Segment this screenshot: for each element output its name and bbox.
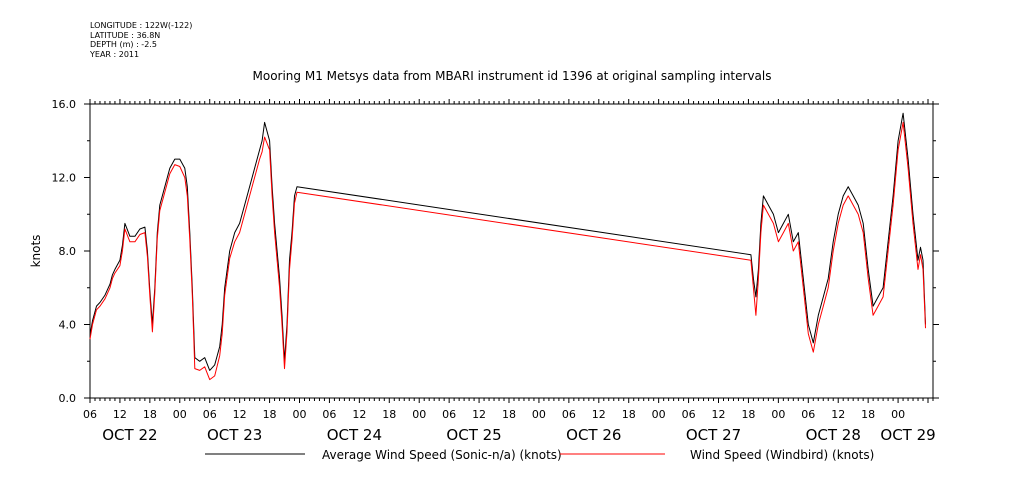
x-tick-label: 06 bbox=[562, 408, 576, 421]
day-label: OCT 25 bbox=[446, 426, 501, 444]
x-tick-label: 00 bbox=[891, 408, 905, 421]
day-label: OCT 29 bbox=[880, 426, 935, 444]
metadata-block: LONGITUDE : 122W(-122) LATITUDE : 36.8N … bbox=[90, 21, 192, 59]
x-tick-label: 18 bbox=[263, 408, 277, 421]
x-tick-label: 18 bbox=[622, 408, 636, 421]
x-tick-label: 00 bbox=[532, 408, 546, 421]
series-line-average-wind-speed bbox=[89, 112, 926, 371]
series-layer bbox=[89, 112, 926, 381]
day-label: OCT 28 bbox=[806, 426, 861, 444]
x-tick-label: 06 bbox=[203, 408, 217, 421]
x-tick-label: 12 bbox=[352, 408, 366, 421]
x-tick-label: 12 bbox=[113, 408, 127, 421]
x-tick-label: 18 bbox=[741, 408, 755, 421]
y-tick-label: 8.0 bbox=[59, 245, 77, 258]
x-tick-label: 12 bbox=[472, 408, 486, 421]
y-tick-label: 12.0 bbox=[52, 172, 77, 185]
legend: Average Wind Speed (Sonic-n/a) (knots) Wi… bbox=[205, 448, 874, 462]
x-tick-label: 12 bbox=[712, 408, 726, 421]
longitude-text: LONGITUDE : 122W(-122) bbox=[90, 21, 193, 30]
x-tick-label: 00 bbox=[771, 408, 785, 421]
x-tick-label: 06 bbox=[801, 408, 815, 421]
y-tick-label: 0.0 bbox=[59, 392, 77, 405]
plot-frame bbox=[89, 103, 934, 399]
x-tick-label: 00 bbox=[412, 408, 426, 421]
day-label: OCT 27 bbox=[686, 426, 741, 444]
x-tick-label: 18 bbox=[502, 408, 516, 421]
year-text: YEAR : 2011 bbox=[90, 49, 140, 59]
x-tick-label: 06 bbox=[682, 408, 696, 421]
chart-title: Mooring M1 Metsys data from MBARI instru… bbox=[253, 69, 772, 83]
day-label: OCT 23 bbox=[207, 426, 262, 444]
x-tick-label: 06 bbox=[322, 408, 336, 421]
x-tick-label: 12 bbox=[233, 408, 247, 421]
x-tick-label: 06 bbox=[442, 408, 456, 421]
x-tick-label: 06 bbox=[83, 408, 97, 421]
depth-text: DEPTH (m) : -2.5 bbox=[90, 40, 157, 49]
x-tick-label: 12 bbox=[831, 408, 845, 421]
day-label: OCT 24 bbox=[327, 426, 382, 444]
series-line-windbird-wind-speed bbox=[89, 121, 926, 381]
day-label: OCT 26 bbox=[566, 426, 621, 444]
y-axis-label: knots bbox=[29, 235, 43, 268]
x-tick-label: 00 bbox=[652, 408, 666, 421]
latitude-text: LATITUDE : 36.8N bbox=[90, 30, 161, 40]
x-tick-label: 00 bbox=[293, 408, 307, 421]
x-tick-label: 18 bbox=[143, 408, 157, 421]
day-label: OCT 22 bbox=[102, 426, 157, 444]
y-tick-label: 4.0 bbox=[59, 319, 77, 332]
x-tick-label: 12 bbox=[592, 408, 606, 421]
y-tick-label: 16.0 bbox=[52, 98, 77, 111]
x-tick-label: 18 bbox=[382, 408, 396, 421]
x-tick-label: 00 bbox=[173, 408, 187, 421]
axes: 0.0 4.0 8.0 12.0 16.0 06 12 18 00 06 12 18 00 06 12 18 0… bbox=[52, 98, 939, 444]
x-tick-label: 18 bbox=[861, 408, 875, 421]
legend-label: Average Wind Speed (Sonic-n/a) (knots) bbox=[322, 448, 562, 462]
legend-label: Wind Speed (Windbird) (knots) bbox=[690, 448, 874, 462]
